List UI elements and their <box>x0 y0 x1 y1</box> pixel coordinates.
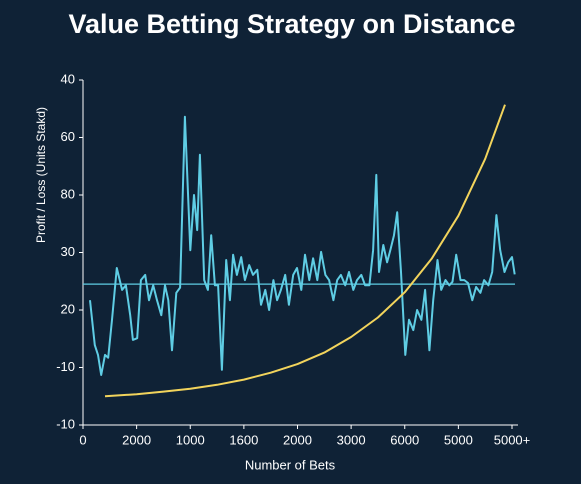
y-tick-label: 60 <box>61 129 75 144</box>
data-line <box>104 104 506 398</box>
x-tick-label: 2000 <box>122 432 151 447</box>
y-tick-label: 20 <box>61 301 75 316</box>
x-tick-label: 2000 <box>283 432 312 447</box>
y-axis-label: Profit / Loss (Units Stakd) <box>34 107 48 243</box>
y-tick-label: -10 <box>56 416 75 431</box>
x-tick-label: 1000 <box>176 432 205 447</box>
x-axis-label: Number of Bets <box>245 457 336 472</box>
y-tick-label: 30 <box>61 244 75 259</box>
y-tick-label: -10 <box>56 359 75 374</box>
y-tick-label: 40 <box>61 71 75 86</box>
chart-title: Value Betting Strategy on Distance <box>68 9 515 39</box>
x-tick-label: 5000+ <box>494 432 531 447</box>
x-tick-label: 1600 <box>229 432 258 447</box>
y-tick-label: 80 <box>61 186 75 201</box>
x-tick-label: 5000 <box>444 432 473 447</box>
x-tick-label: 3000 <box>337 432 366 447</box>
x-tick-label: 6000 <box>390 432 419 447</box>
x-tick-label: 0 <box>79 432 86 447</box>
data-line <box>89 115 516 376</box>
